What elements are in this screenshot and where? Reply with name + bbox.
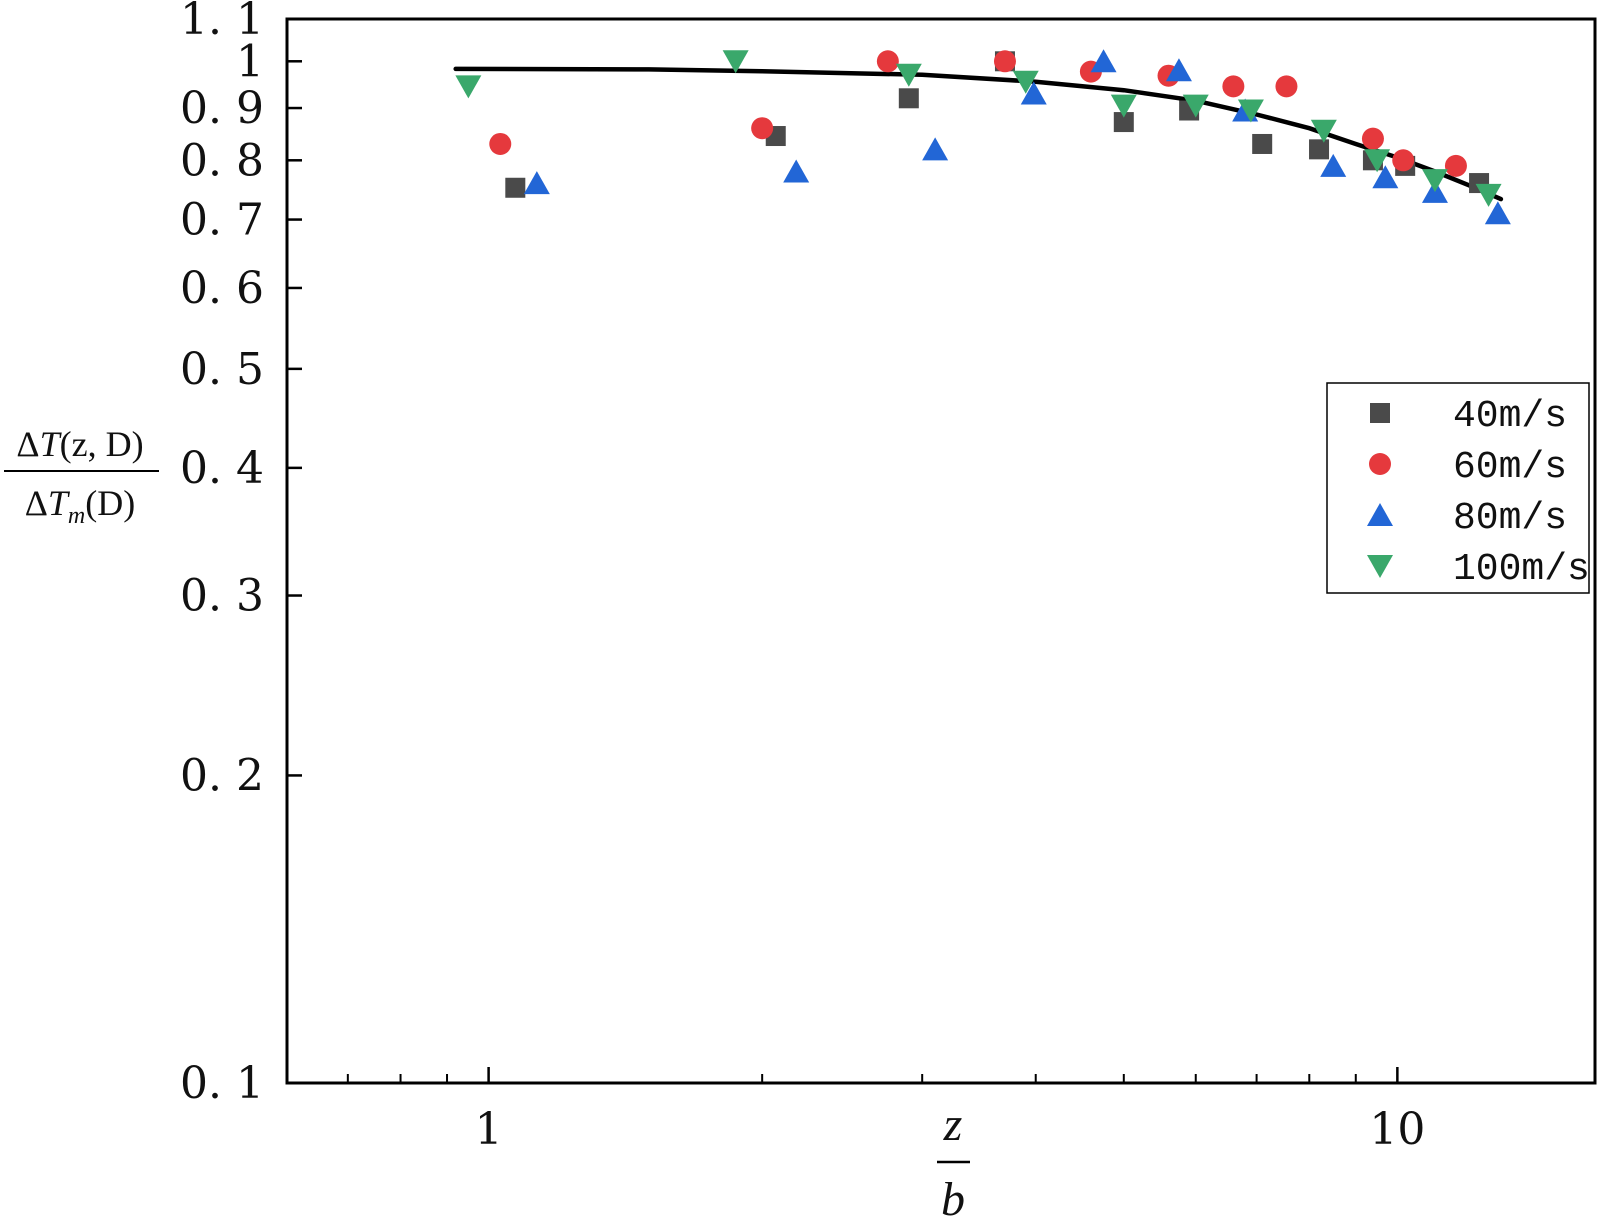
plot-area-frame — [285, 17, 1597, 1085]
y-axis-label: ΔT(z, D) ΔTm(D) — [4, 424, 159, 529]
data-point — [876, 50, 899, 73]
legend-swatch-triangle-up — [1367, 503, 1393, 526]
data-point — [922, 137, 949, 161]
legend-swatch-square — [1370, 403, 1390, 423]
data-point — [751, 117, 774, 140]
y-label-numerator: ΔT(z, D) — [16, 424, 143, 464]
data-point — [895, 63, 922, 87]
y-tick-label: 0. 3 — [180, 571, 264, 622]
x-axis-ticks: 1 10 — [346, 1067, 1425, 1155]
data-point — [1020, 81, 1047, 105]
series-60m-per-s — [489, 50, 1467, 177]
data-point — [1237, 99, 1264, 123]
data-point — [455, 75, 482, 99]
legend: 40m/s 60m/s 80m/s 100m/s — [1326, 382, 1590, 594]
data-point — [722, 50, 749, 74]
legend-swatch-triangle-down — [1367, 555, 1393, 578]
fit-curve-layer — [453, 66, 1504, 202]
data-point — [505, 177, 526, 198]
y-tick-label: 0. 6 — [180, 263, 264, 314]
x-label-denominator: b — [941, 1173, 965, 1226]
y-tick-label: 1. 1 — [180, 0, 264, 45]
fit-curve-line — [453, 66, 1504, 202]
data-point — [1372, 165, 1399, 189]
data-point — [1090, 49, 1117, 73]
x-tick-label: 1 — [475, 1104, 503, 1155]
data-point — [1252, 133, 1273, 154]
x-tick-label: 10 — [1369, 1104, 1425, 1155]
data-point — [489, 132, 512, 155]
x-label-numerator: z — [943, 1098, 963, 1151]
y-axis-ticks: 0. 1 0. 2 0. 3 0. 4 0. 5 0. 6 0. 7 0. 80. 911. … — [180, 0, 302, 1109]
y-tick-label: 0. 5 — [180, 344, 264, 395]
data-point — [1012, 70, 1039, 94]
y-tick-label: 0. 9 — [180, 83, 264, 134]
data-point — [783, 159, 810, 183]
y-label-denominator: ΔTm(D) — [25, 483, 136, 529]
data-point — [1364, 149, 1391, 173]
legend-label: 80m/s — [1453, 497, 1567, 540]
y-tick-label: 0. 1 — [180, 1058, 264, 1109]
data-point — [1475, 183, 1502, 207]
y-tick-label: 0. 4 — [180, 443, 264, 494]
data-point — [1165, 58, 1192, 82]
data-point — [1421, 169, 1448, 193]
y-tick-label: 1 — [236, 36, 264, 87]
data-point — [898, 88, 919, 109]
x-axis-label: z b — [937, 1098, 970, 1226]
data-point — [1309, 139, 1330, 160]
legend-label: 60m/s — [1453, 446, 1567, 489]
data-points-layer — [455, 49, 1511, 225]
data-point — [1182, 94, 1209, 118]
data-point — [1444, 154, 1467, 177]
data-point — [1222, 75, 1245, 98]
data-point — [1113, 112, 1134, 133]
series-100m-per-s — [455, 50, 1502, 207]
y-tick-label: 0. 7 — [180, 195, 264, 246]
data-point — [1392, 149, 1415, 172]
legend-label: 40m/s — [1453, 395, 1567, 438]
data-point — [1275, 75, 1298, 98]
data-point — [993, 50, 1016, 73]
y-tick-label: 0. 2 — [180, 750, 264, 801]
y-tick-label: 0. 8 — [180, 135, 264, 186]
data-point — [1110, 94, 1137, 118]
data-point — [1320, 153, 1347, 177]
legend-label: 100m/s — [1453, 548, 1590, 591]
legend-swatch-circle — [1369, 453, 1391, 475]
data-point — [1310, 119, 1337, 143]
data-point — [523, 171, 550, 195]
data-point — [1484, 201, 1511, 225]
data-point — [1361, 127, 1384, 150]
